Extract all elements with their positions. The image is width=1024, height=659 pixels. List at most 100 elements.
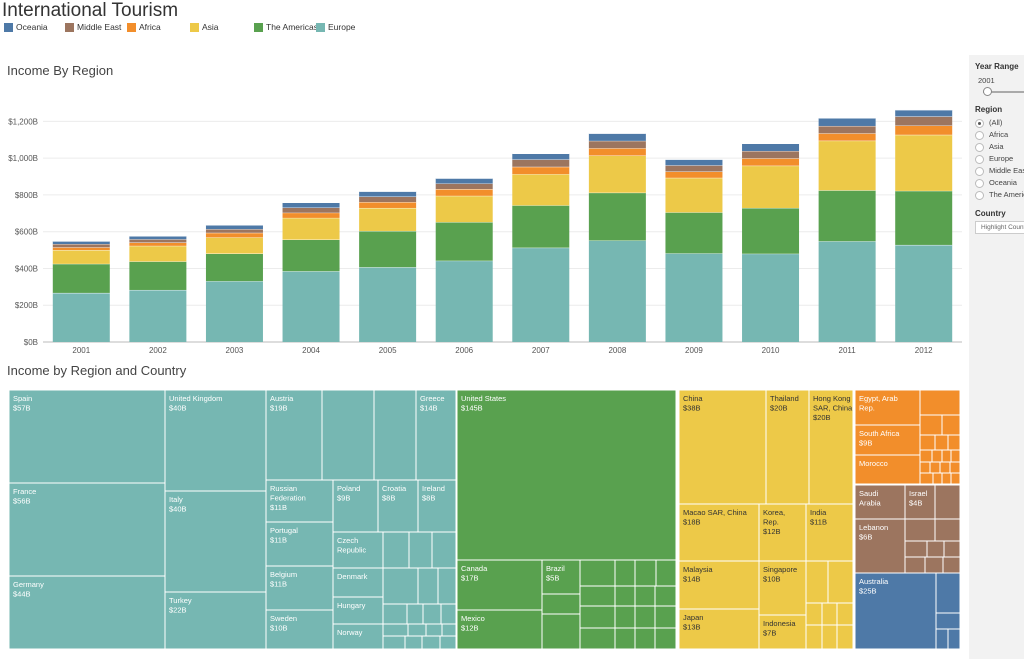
treemap-cell <box>805 624 823 650</box>
treemap-cell <box>614 585 636 607</box>
country-highlight-dropdown[interactable]: Highlight Country <box>975 221 1024 234</box>
treemap-label: $40B <box>169 505 187 514</box>
treemap-cell <box>935 572 961 614</box>
treemap-cell <box>265 521 334 567</box>
treemap-label: Portugal <box>270 526 298 535</box>
treemap-cell <box>854 484 906 520</box>
legend-item-the-americas[interactable]: The Americas <box>254 22 318 32</box>
bar-segment <box>512 166 570 175</box>
region-radio-the-americas[interactable] <box>975 191 984 200</box>
treemap-cell <box>614 559 636 587</box>
region-radio-all[interactable] <box>975 119 984 128</box>
treemap-cell <box>654 605 677 629</box>
treemap-label: France <box>13 487 36 496</box>
region-option-label: Asia <box>989 142 1004 151</box>
bar-segment <box>205 229 263 233</box>
bar-segment <box>205 232 263 238</box>
treemap-label: Greece <box>420 394 445 403</box>
treemap-cell <box>758 560 807 616</box>
treemap-label: Singapore <box>763 565 797 574</box>
treemap-cell <box>934 484 961 520</box>
bar-segment <box>895 125 953 135</box>
bar-segment <box>129 261 187 290</box>
year-range-track[interactable] <box>983 91 1024 93</box>
region-radio-asia[interactable] <box>975 143 984 152</box>
treemap-cell <box>904 556 926 574</box>
treemap-label: $10B <box>270 624 288 633</box>
bar-segment <box>742 253 800 342</box>
treemap-label: $11B <box>810 518 827 527</box>
legend-item-middle-east[interactable]: Middle East <box>65 22 121 32</box>
treemap-cell <box>941 449 952 463</box>
treemap-label: Canada <box>461 564 488 573</box>
y-tick-label: $0B <box>24 338 38 347</box>
treemap-cell <box>934 518 961 542</box>
treemap-label: $10B <box>763 575 781 584</box>
treemap-cell <box>678 503 760 562</box>
treemap-cell <box>541 559 581 595</box>
treemap-cell <box>836 624 854 650</box>
region-option-label: Oceania <box>989 178 1017 187</box>
treemap-label: Ireland <box>422 484 445 493</box>
legend-item-asia[interactable]: Asia <box>190 22 219 32</box>
treemap-label: $17B <box>461 574 479 583</box>
bar-segment <box>665 212 723 254</box>
treemap-label: $13B <box>683 623 701 632</box>
treemap-label: Japan <box>683 613 703 622</box>
treemap-label: Rep. <box>859 404 875 413</box>
x-tick-label: 2008 <box>608 346 626 355</box>
treemap-cell <box>456 609 543 650</box>
treemap-cell <box>417 567 439 605</box>
treemap-cell <box>805 503 854 562</box>
legend-item-oceania[interactable]: Oceania <box>4 22 48 32</box>
treemap-cell <box>932 472 943 485</box>
treemap-cell <box>382 635 406 650</box>
treemap-cell <box>8 482 166 577</box>
y-tick-label: $400B <box>15 264 38 273</box>
treemap-label: $9B <box>859 439 872 448</box>
treemap-label: Indonesia <box>763 619 796 628</box>
treemap-label: Brazil <box>546 564 565 573</box>
legend-item-africa[interactable]: Africa <box>127 22 161 32</box>
treemap-label: $6B <box>859 533 872 542</box>
treemap-cell <box>579 559 616 587</box>
treemap-cell <box>431 531 457 569</box>
treemap-label: United States <box>461 394 506 403</box>
bar-chart-title: Income By Region <box>7 63 114 78</box>
treemap-cell <box>935 628 949 650</box>
bar-segment <box>129 239 187 243</box>
treemap-cell <box>421 635 441 650</box>
region-radio-europe[interactable] <box>975 155 984 164</box>
treemap-label: $44B <box>13 590 31 599</box>
treemap-cell <box>377 479 419 533</box>
treemap-label: Rep. <box>763 518 779 527</box>
year-range-handle[interactable] <box>983 87 992 96</box>
bar-segment <box>205 281 263 342</box>
region-radio-middle-east[interactable] <box>975 167 984 176</box>
year-range-label: Year Range <box>975 62 1019 71</box>
treemap-cell <box>332 623 384 650</box>
treemap-label: India <box>810 508 827 517</box>
treemap-label: $11B <box>270 503 287 512</box>
bar-segment <box>818 140 876 191</box>
treemap-label: Poland <box>337 484 360 493</box>
legend-item-europe[interactable]: Europe <box>316 22 355 32</box>
treemap-cell <box>439 635 457 650</box>
bar-segment <box>205 237 263 254</box>
treemap-label: Egypt, Arab <box>859 394 898 403</box>
bar-segment <box>205 253 263 282</box>
treemap-cell <box>678 608 760 650</box>
treemap-cell <box>654 585 677 607</box>
treemap-label: $8B <box>422 494 435 503</box>
treemap-label: Denmark <box>337 572 368 581</box>
x-tick-label: 2012 <box>915 346 933 355</box>
region-radio-oceania[interactable] <box>975 179 984 188</box>
treemap-cell <box>854 454 921 485</box>
region-radio-africa[interactable] <box>975 131 984 140</box>
y-tick-label: $1,000B <box>8 154 38 163</box>
bar-segment <box>895 134 953 191</box>
legend-label: Middle East <box>77 22 122 32</box>
legend-label: Africa <box>139 22 161 32</box>
x-tick-label: 2005 <box>379 346 397 355</box>
treemap-label: $38B <box>683 404 701 413</box>
